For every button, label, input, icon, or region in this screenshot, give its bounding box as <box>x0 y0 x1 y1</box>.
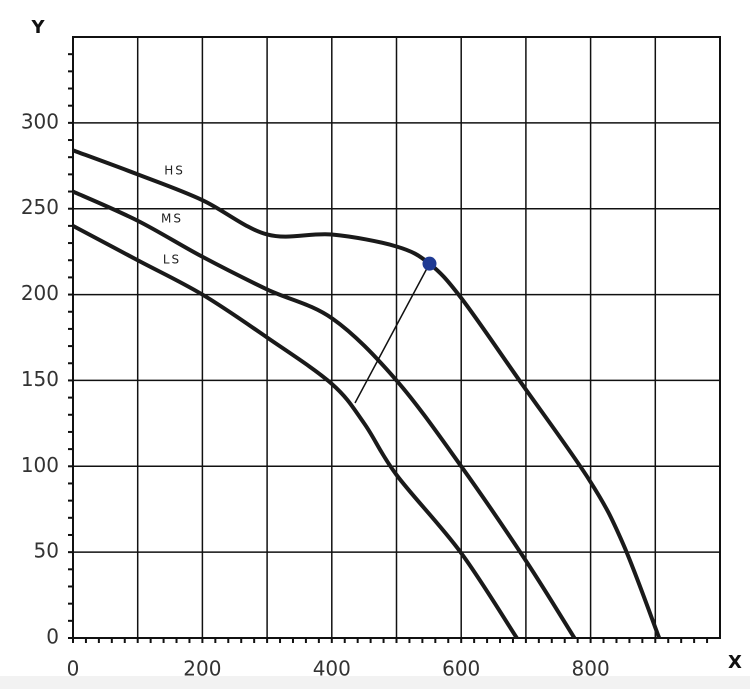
y-axis-title: Y <box>30 17 45 38</box>
curve-label: HS <box>164 163 185 177</box>
x-tick-label: 0 <box>67 657 80 681</box>
y-tick-label: 200 <box>21 281 59 305</box>
x-tick-label: 200 <box>183 657 221 681</box>
y-tick-label: 300 <box>21 109 59 133</box>
x-tick-label: 800 <box>572 657 610 681</box>
leader-line <box>354 263 431 404</box>
operating-point <box>422 256 437 271</box>
footer-strip <box>0 676 750 689</box>
y-tick-label: 100 <box>21 453 59 477</box>
curve-label: LS <box>163 253 181 267</box>
y-tick-label: 250 <box>21 195 59 219</box>
y-tick-label: 50 <box>34 539 59 563</box>
y-tick-label: 0 <box>46 625 59 649</box>
x-tick-label: 400 <box>313 657 351 681</box>
y-tick-label: 150 <box>21 367 59 391</box>
x-axis-title: X <box>728 652 742 673</box>
curve <box>72 189 577 640</box>
curve-label: MS <box>161 212 183 226</box>
x-tick-label: 600 <box>442 657 480 681</box>
curve <box>72 224 519 640</box>
